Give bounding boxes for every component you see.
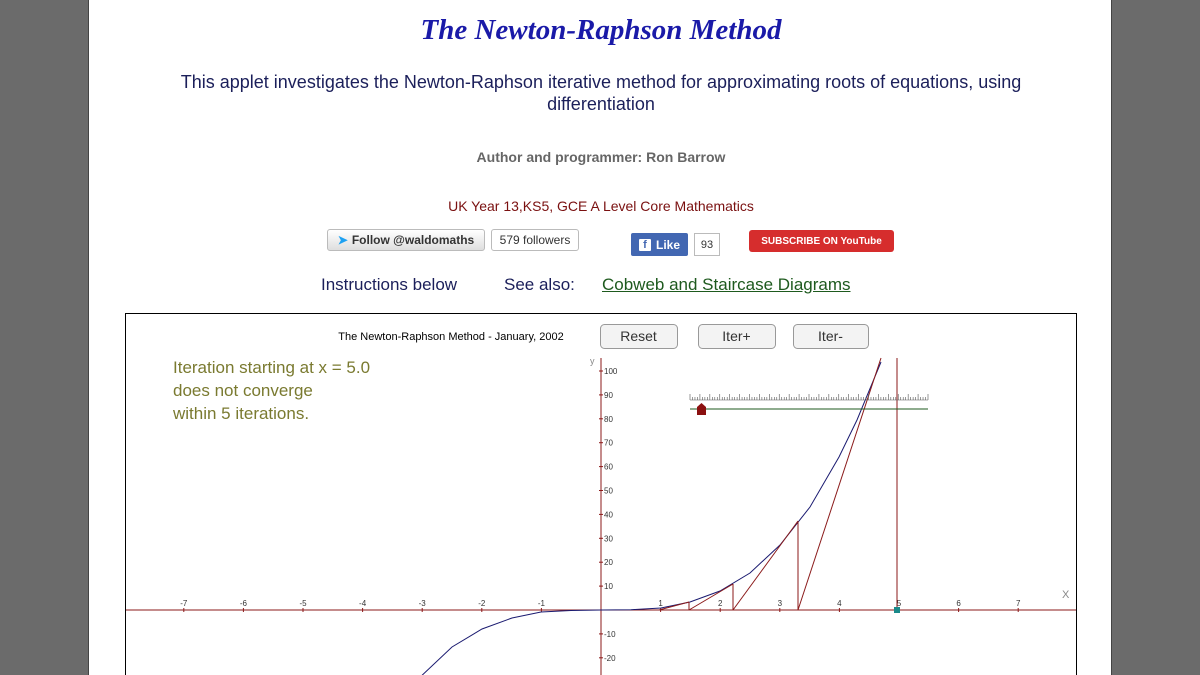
message-line: does not converge xyxy=(173,381,313,400)
message-line: within 5 iterations. xyxy=(172,404,309,423)
slider[interactable] xyxy=(689,394,929,415)
message-line: Iteration starting at x = 5.0 xyxy=(173,358,370,377)
y-tick-label: 90 xyxy=(604,391,613,400)
x-tick-label: 3 xyxy=(778,599,783,608)
x-tick-label: 4 xyxy=(837,599,842,608)
button[interactable] xyxy=(793,324,869,349)
y-tick-label: 60 xyxy=(604,463,613,472)
twitter-follow[interactable]: ➤ Follow @waldomaths xyxy=(327,229,485,251)
course: UK Year 13,KS5, GCE A Level Core Mathema… xyxy=(448,198,754,214)
twitter-count: 579 followers xyxy=(491,229,579,251)
x-tick-label: 7 xyxy=(1016,599,1021,608)
x-tick-label: -1 xyxy=(538,599,546,608)
x-tick-label: -7 xyxy=(180,599,188,608)
y-tick-label: 100 xyxy=(604,367,618,376)
ticks: -7 -6 -5 -4 -3 -2 -1 1 2 3 4 5 6 7 100 90 80 70 60 50 40 30 20… xyxy=(180,367,1021,663)
fb-like[interactable]: f Like xyxy=(631,233,688,256)
y-tick-label: 30 xyxy=(604,534,613,543)
bird: ➤ xyxy=(337,233,348,247)
fb-label: Like xyxy=(655,237,680,252)
start-point[interactable] xyxy=(894,607,900,613)
y-tick-label: 40 xyxy=(604,510,613,519)
subtitle: This applet investigates the Newton-Raph… xyxy=(180,72,1022,114)
slider-thumb[interactable] xyxy=(697,403,706,415)
x-tick-label: 6 xyxy=(956,599,961,608)
youtube-subscribe[interactable]: SUBSCRIBE ON YouTube xyxy=(749,230,894,252)
link[interactable]: Cobweb and Staircase Diagrams xyxy=(602,275,851,294)
y-tick-label: -20 xyxy=(604,654,616,663)
y-tick-label: 50 xyxy=(604,487,613,496)
twitter-label: Follow @waldomaths xyxy=(351,233,475,247)
x-tick-label: -6 xyxy=(240,599,248,608)
fb-count: 93 xyxy=(694,233,720,256)
buttons: Reset Iter+ Iter- xyxy=(600,324,869,349)
x-tick-label: 1 xyxy=(658,599,663,608)
x-tick-label: -5 xyxy=(299,599,307,608)
title: The Newton-Raphson Method xyxy=(420,14,782,46)
x-tick-label: 2 xyxy=(718,599,723,608)
message: Iteration starting at x = 5.0 does not c… xyxy=(172,358,370,423)
y-tick-label: 10 xyxy=(604,582,613,591)
button[interactable] xyxy=(600,324,678,349)
tangent xyxy=(732,520,799,611)
x-tick-label: -4 xyxy=(359,599,367,608)
y-tick-label: 70 xyxy=(604,439,613,448)
instructions: Instructions below xyxy=(321,275,458,294)
button-label[interactable]: Iter+ xyxy=(722,328,750,344)
y-tick-label: 20 xyxy=(604,558,613,567)
y-axis-label: y xyxy=(590,356,595,366)
see-also: See also: xyxy=(504,275,575,294)
x-axis-label: X xyxy=(1062,589,1070,601)
tangent xyxy=(658,601,690,611)
tangent xyxy=(688,583,734,611)
fb-icon: f xyxy=(638,238,651,251)
button-label[interactable]: Iter- xyxy=(818,328,843,344)
curve xyxy=(421,361,882,675)
x-tick-label: -3 xyxy=(419,599,427,608)
y-tick-label: 80 xyxy=(604,415,613,424)
button-label[interactable]: Reset xyxy=(620,328,657,344)
author: Author and programmer: Ron Barrow xyxy=(476,149,726,165)
y-tick-label: -10 xyxy=(604,630,616,639)
applet-caption: The Newton-Raphson Method - January, 200… xyxy=(338,331,563,343)
x-tick-label: 5 xyxy=(897,599,902,608)
button[interactable] xyxy=(698,324,776,349)
x-tick-label: -2 xyxy=(478,599,486,608)
